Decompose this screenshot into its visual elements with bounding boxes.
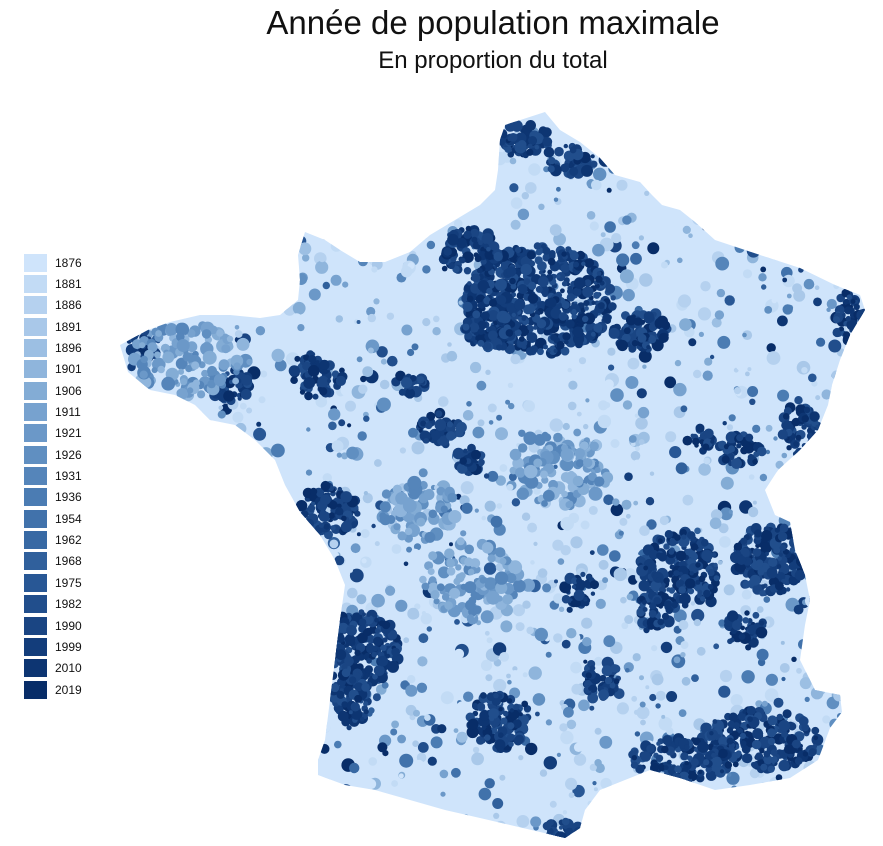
legend-item: 1901	[24, 359, 82, 380]
legend-swatch	[24, 531, 47, 550]
legend-swatch	[24, 616, 47, 635]
legend-swatch	[24, 403, 47, 422]
france-territory	[120, 112, 865, 838]
legend-label: 1891	[55, 319, 82, 334]
legend-item: 1936	[24, 487, 82, 508]
legend-label: 1962	[55, 533, 82, 548]
legend-label: 1876	[55, 255, 82, 270]
legend-swatch	[24, 509, 47, 528]
legend-item: 1911	[24, 401, 82, 422]
legend-item: 1990	[24, 615, 82, 636]
legend-label: 1982	[55, 597, 82, 612]
legend-item: 1876	[24, 252, 82, 273]
legend-item: 1999	[24, 636, 82, 657]
legend-item: 1954	[24, 508, 82, 529]
legend-swatch	[24, 296, 47, 315]
legend-item: 1886	[24, 295, 82, 316]
legend-swatch	[24, 360, 47, 379]
legend-swatch	[24, 467, 47, 486]
legend-label: 1990	[55, 618, 82, 633]
legend-swatch	[24, 552, 47, 571]
legend-swatch	[24, 595, 47, 614]
legend-label: 1968	[55, 554, 82, 569]
legend-item: 1968	[24, 551, 82, 572]
legend-item: 1881	[24, 273, 82, 294]
legend-swatch	[24, 424, 47, 443]
legend-label: 1911	[55, 405, 81, 420]
legend-label: 1881	[55, 277, 82, 292]
legend-item: 1896	[24, 337, 82, 358]
legend-swatch	[24, 488, 47, 507]
legend-item: 2019	[24, 679, 82, 700]
legend-swatch	[24, 573, 47, 592]
legend-item: 1982	[24, 594, 82, 615]
legend-item: 1962	[24, 529, 82, 550]
legend-swatch	[24, 339, 47, 358]
legend-label: 1921	[55, 426, 82, 441]
legend-swatch	[24, 637, 47, 656]
legend-swatch	[24, 275, 47, 294]
legend-label: 1936	[55, 490, 82, 505]
map-title: Année de population maximale	[266, 4, 720, 41]
legend-label: 2019	[55, 682, 82, 697]
legend-item: 1931	[24, 465, 82, 486]
legend-item: 1906	[24, 380, 82, 401]
legend-label: 2010	[55, 661, 82, 676]
legend-item: 1921	[24, 423, 82, 444]
legend-label: 1906	[55, 383, 82, 398]
legend: 1876 1881 1886 1891 1896 1901 1906 1911 1921 1926…	[24, 252, 82, 700]
legend-swatch	[24, 317, 47, 336]
legend-label: 1931	[55, 469, 82, 484]
legend-item: 1975	[24, 572, 82, 593]
legend-swatch	[24, 253, 47, 272]
legend-label: 1926	[55, 447, 82, 462]
legend-label: 1896	[55, 341, 82, 356]
legend-label: 1999	[55, 639, 82, 654]
legend-label: 1975	[55, 575, 82, 590]
legend-item: 1926	[24, 444, 82, 465]
legend-swatch	[24, 680, 47, 699]
legend-swatch	[24, 659, 47, 678]
legend-label: 1886	[55, 298, 82, 313]
legend-item: 2010	[24, 658, 82, 679]
legend-swatch	[24, 445, 47, 464]
legend-swatch	[24, 381, 47, 400]
legend-label: 1901	[55, 362, 82, 377]
legend-item: 1891	[24, 316, 82, 337]
map-subtitle: En proportion du total	[378, 47, 608, 74]
legend-label: 1954	[55, 511, 82, 526]
